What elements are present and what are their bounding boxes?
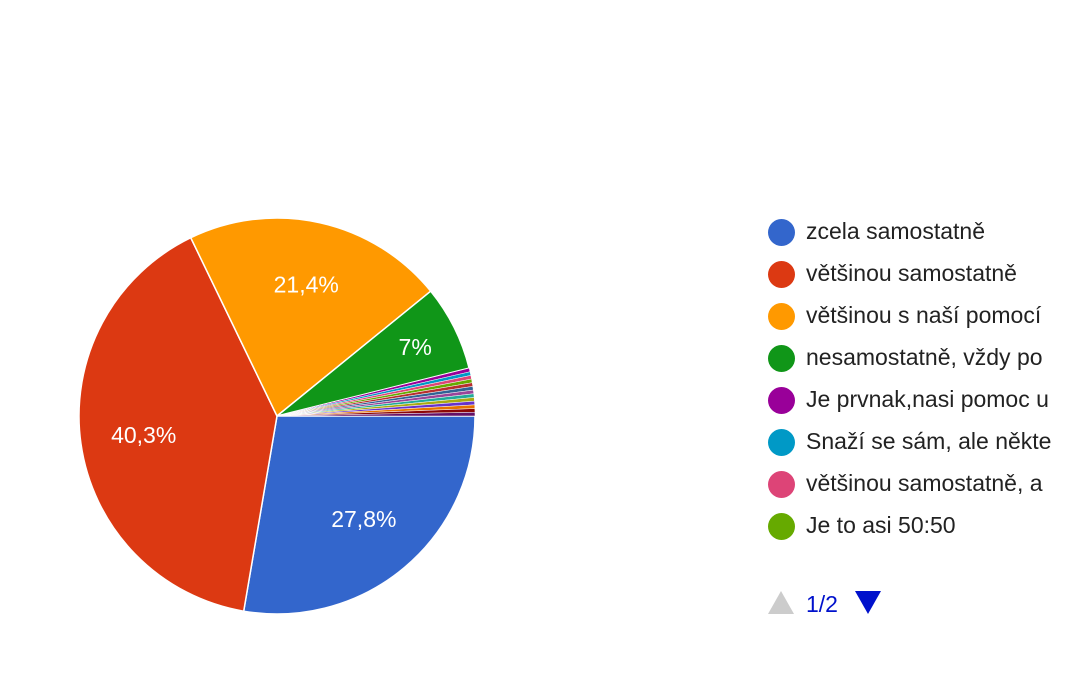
legend-item[interactable]: většinou samostatně bbox=[768, 252, 1080, 294]
pie-slice[interactable] bbox=[189, 217, 432, 418]
legend-marker-icon bbox=[768, 303, 795, 330]
legend: zcela samostatně většinou samostatně vět… bbox=[768, 210, 1080, 546]
pager-page-indicator: 1/2 bbox=[806, 591, 838, 617]
legend-marker-icon bbox=[768, 261, 795, 288]
legend-item[interactable]: většinou samostatně, a bbox=[768, 462, 1080, 504]
triangle-down-icon[interactable] bbox=[855, 591, 881, 614]
pie-slice[interactable] bbox=[242, 415, 476, 615]
legend-marker-icon bbox=[768, 429, 795, 456]
legend-marker-icon bbox=[768, 387, 795, 414]
pie-chart: 27,8% 40,3% 21,4% 7% bbox=[78, 217, 476, 615]
legend-label: zcela samostatně bbox=[806, 218, 985, 244]
legend-item[interactable]: Je to asi 50:50 bbox=[768, 504, 1080, 546]
pie-slice[interactable] bbox=[78, 236, 278, 613]
legend-marker-icon bbox=[768, 345, 795, 372]
pie-slice-label: 27,8% bbox=[331, 506, 396, 532]
pie-slice-label: 21,4% bbox=[274, 272, 339, 298]
legend-marker-icon bbox=[768, 219, 795, 246]
legend-label: Je to asi 50:50 bbox=[806, 512, 956, 538]
triangle-up-icon[interactable] bbox=[768, 591, 794, 614]
legend-item[interactable]: Je prvnak,nasi pomoc u bbox=[768, 378, 1080, 420]
legend-marker-icon bbox=[768, 513, 795, 540]
legend-item[interactable]: zcela samostatně bbox=[768, 210, 1080, 252]
legend-label: většinou samostatně bbox=[806, 260, 1017, 286]
pie-slice-label: 7% bbox=[399, 334, 432, 360]
legend-label: nesamostatně, vždy po bbox=[806, 344, 1043, 370]
pie-slice-labels: 27,8% 40,3% 21,4% 7% bbox=[111, 272, 432, 532]
legend-item[interactable]: většinou s naší pomocí bbox=[768, 294, 1080, 336]
pie-slice-label: 40,3% bbox=[111, 422, 176, 448]
legend-item[interactable]: nesamostatně, vždy po bbox=[768, 336, 1080, 378]
legend-marker-icon bbox=[768, 471, 795, 498]
legend-pager: 1/2 bbox=[768, 588, 908, 618]
legend-item[interactable]: Snaží se sám, ale někte bbox=[768, 420, 1080, 462]
pie-slice[interactable] bbox=[276, 412, 476, 417]
legend-label: většinou s naší pomocí bbox=[806, 302, 1042, 328]
legend-label: většinou samostatně, a bbox=[806, 470, 1043, 496]
legend-label: Snaží se sám, ale někte bbox=[806, 428, 1052, 454]
pie-slices bbox=[78, 217, 476, 615]
legend-label: Je prvnak,nasi pomoc u bbox=[806, 386, 1049, 412]
